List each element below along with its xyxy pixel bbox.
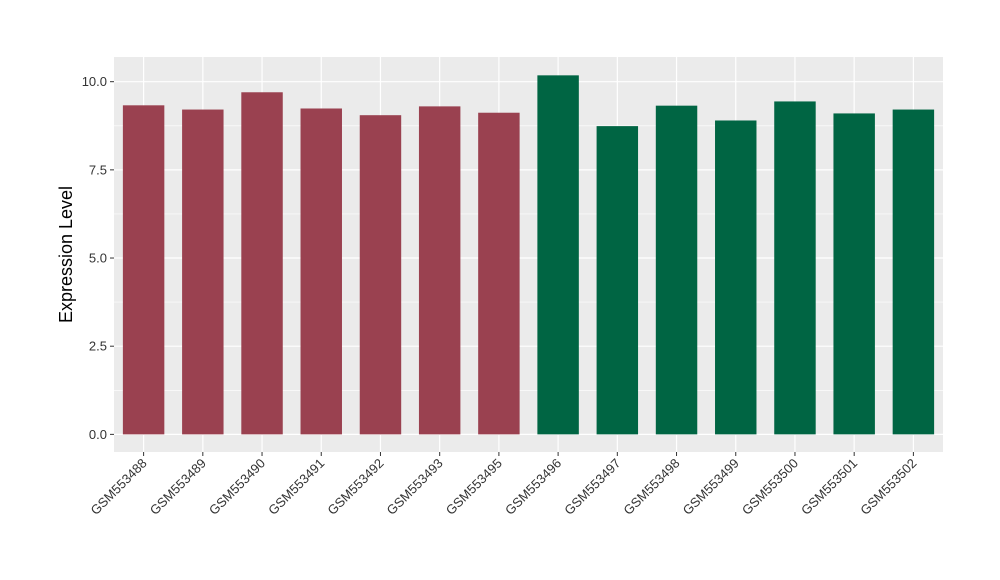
bar-GSM553492: [359, 115, 402, 435]
x-tick-label: GSM553496: [502, 456, 564, 518]
bar-GSM553502: [892, 109, 935, 435]
y-tick-label: 5.0: [89, 251, 107, 266]
bar-GSM553497: [596, 126, 639, 435]
bar-GSM553498: [655, 105, 698, 435]
bar-GSM553488: [122, 105, 165, 435]
bar-GSM553501: [833, 113, 875, 435]
x-tick-label: GSM553490: [206, 456, 268, 518]
y-tick-label: 10.0: [82, 74, 107, 89]
x-tick-label: GSM553499: [680, 456, 742, 518]
bar-GSM553490: [241, 92, 283, 435]
bar-GSM553500: [774, 101, 816, 435]
x-tick-label: GSM553488: [88, 456, 150, 518]
x-tick-label: GSM553491: [265, 456, 327, 518]
y-tick-label: 7.5: [89, 162, 107, 177]
x-tick-label: GSM553502: [857, 456, 919, 518]
x-tick-label: GSM553493: [384, 456, 446, 518]
y-tick-label: 0.0: [89, 427, 107, 442]
x-tick-label: GSM553492: [324, 456, 386, 518]
x-tick-label: GSM553497: [561, 456, 623, 518]
y-axis: 0.0 2.5 5.0 7.5 10.0: [82, 74, 114, 442]
x-axis: GSM553488GSM553489GSM553490GSM553491GSM5…: [88, 452, 920, 518]
x-tick-label: GSM553500: [739, 456, 801, 518]
x-tick-label: GSM553498: [620, 456, 682, 518]
plot-panel: [114, 57, 943, 452]
y-axis-title: Expression Level: [56, 186, 76, 323]
bar-GSM553491: [300, 108, 342, 435]
bar-GSM553496: [537, 75, 579, 435]
x-tick-label: GSM553489: [147, 456, 209, 518]
y-tick-label: 2.5: [89, 339, 107, 354]
bar-GSM553499: [715, 120, 757, 435]
bar-GSM553495: [478, 112, 520, 435]
bar-GSM553489: [182, 109, 224, 435]
x-tick-label: GSM553501: [798, 456, 860, 518]
x-tick-label: GSM553495: [443, 456, 505, 518]
bar-GSM553493: [418, 106, 461, 435]
bars: [122, 75, 935, 435]
